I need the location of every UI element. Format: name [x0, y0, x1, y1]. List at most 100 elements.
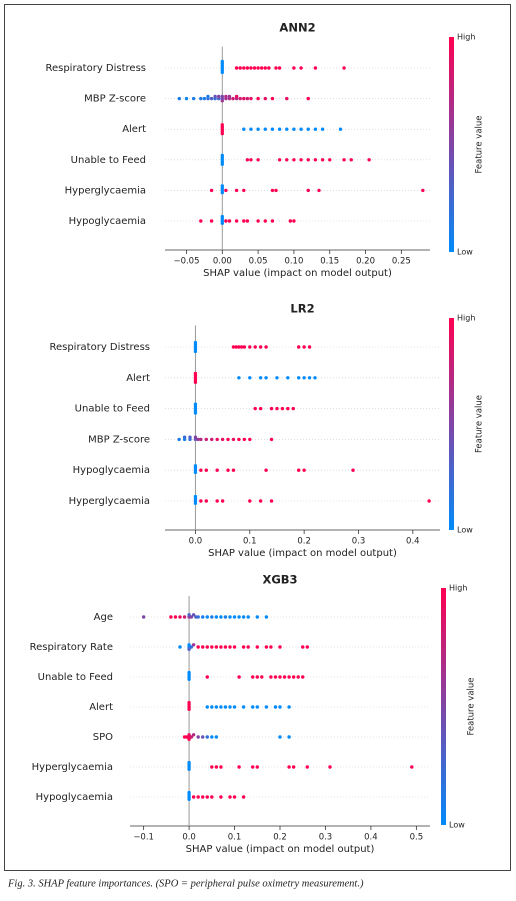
shap-point: [220, 190, 224, 195]
colorbar-high: High: [449, 584, 467, 593]
shap-point: [193, 402, 198, 406]
shap-point: [270, 188, 275, 193]
shap-point: [256, 66, 260, 70]
shap-point: [286, 406, 290, 411]
shap-point: [220, 184, 224, 188]
shap-point: [189, 735, 194, 739]
shap-point: [205, 735, 209, 739]
x-tick-label: 0.25: [392, 257, 411, 267]
shap-point: [228, 795, 232, 799]
shap-point: [193, 371, 198, 376]
shap-point: [217, 94, 221, 99]
shap-point: [191, 96, 196, 101]
shap-point: [238, 96, 242, 101]
shap-point: [206, 94, 210, 99]
shap-point: [215, 468, 219, 472]
shap-point: [278, 645, 282, 649]
shap-point: [196, 645, 200, 649]
shap-point: [242, 219, 246, 223]
shap-point: [299, 66, 303, 70]
shap-point: [245, 66, 250, 70]
shap-point: [287, 705, 291, 709]
shap-point: [226, 468, 230, 472]
feature-label: Unable to Feed: [75, 404, 150, 415]
x-tick-label: 0.05: [249, 257, 268, 267]
shap-point: [187, 677, 191, 681]
shap-point: [286, 376, 290, 380]
shap-point: [245, 219, 250, 223]
colorbar-label: Feature value: [475, 115, 485, 173]
chart-title: XGB3: [262, 573, 297, 587]
shap-point: [313, 66, 318, 70]
shap-point: [205, 795, 209, 799]
shap-point: [287, 735, 291, 739]
shap-point: [242, 345, 247, 349]
shap-point: [209, 96, 214, 101]
x-tick-label: 0.2: [273, 833, 287, 843]
colorbar-low: Low: [457, 526, 473, 535]
shap-point: [220, 59, 224, 64]
shap-point: [205, 615, 209, 619]
colorbar-high: High: [457, 33, 475, 42]
feature-label: Alert: [122, 124, 146, 135]
feature-label: Respiratory Rate: [30, 642, 113, 653]
feature-label: Hypoglycaemia: [36, 792, 113, 803]
shap-point: [204, 499, 209, 503]
shap-point: [251, 705, 255, 709]
shap-point: [269, 645, 273, 649]
shap-point: [193, 494, 198, 499]
x-tick-label: 0.20: [356, 257, 375, 267]
shap-point: [305, 645, 309, 649]
shap-point: [224, 219, 228, 223]
shap-point: [278, 735, 282, 739]
shap-point: [237, 615, 241, 619]
shap-point: [182, 435, 187, 439]
shap-point: [342, 66, 346, 70]
shap-point: [187, 643, 191, 647]
shap-point: [210, 705, 214, 709]
shap-point: [269, 675, 273, 679]
shap-point: [255, 675, 259, 679]
shap-point: [231, 468, 236, 472]
shap-point: [220, 153, 224, 158]
shap-point: [210, 765, 214, 769]
shap-point: [313, 158, 318, 162]
shap-point: [273, 705, 278, 709]
shap-point: [320, 127, 325, 131]
shap-point: [269, 406, 274, 411]
shap-point: [302, 376, 306, 380]
shap-point: [427, 499, 431, 503]
shap-point: [209, 219, 214, 223]
shap-point: [184, 96, 189, 101]
shap-point: [220, 499, 225, 503]
shap-point: [277, 66, 282, 70]
x-tick-label: 0.0: [189, 537, 203, 547]
shap-point: [199, 468, 203, 472]
shap-point: [215, 437, 219, 442]
shap-point: [256, 219, 260, 223]
shap-point: [210, 645, 214, 649]
shap-point: [187, 707, 191, 711]
shap-point: [237, 675, 241, 679]
shap-point: [249, 127, 253, 131]
x-tick-label: 0.1: [228, 833, 242, 843]
shap-point: [241, 795, 246, 799]
shap-point: [234, 219, 239, 223]
x-tick-label: 0.0: [182, 833, 196, 843]
x-tick-label: 0.5: [410, 833, 424, 843]
shap-point: [253, 345, 257, 349]
shap-point: [187, 760, 191, 765]
shap-point: [267, 66, 271, 70]
feature-label: MBP Z-score: [88, 434, 150, 445]
shap-point: [223, 615, 228, 619]
feature-label: Age: [94, 612, 113, 623]
shap-point: [296, 675, 300, 679]
colorbar: [449, 318, 454, 530]
shap-point: [210, 437, 214, 442]
shap-point: [258, 499, 263, 503]
x-tick-label: 0.3: [319, 833, 333, 843]
shap-point: [220, 99, 224, 103]
shap-point: [220, 70, 224, 75]
shap-point: [193, 340, 198, 345]
shap-point: [187, 700, 191, 705]
